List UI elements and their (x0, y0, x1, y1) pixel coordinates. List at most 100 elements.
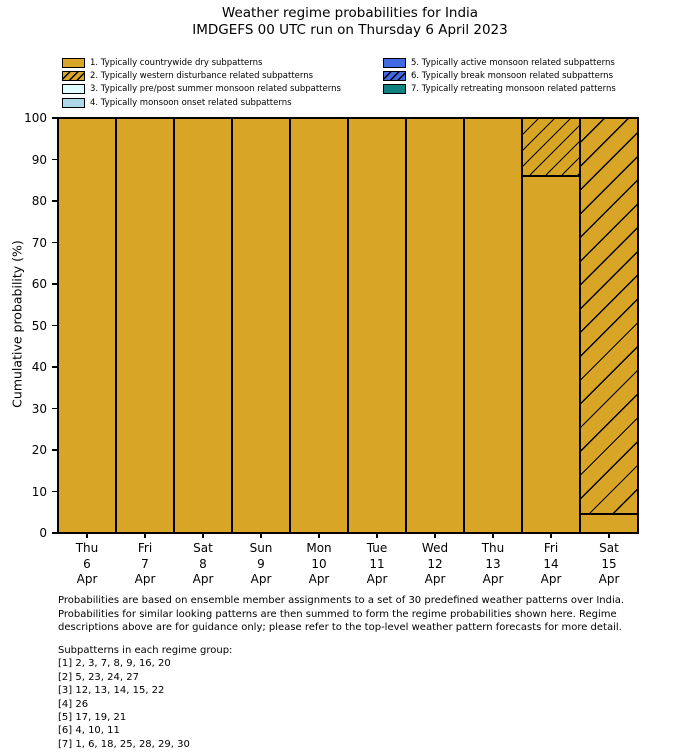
y-tick-label: 20 (31, 443, 47, 457)
y-tick-label: 40 (31, 360, 47, 374)
footnote-line: Probabilities are based on ensemble memb… (58, 595, 625, 606)
x-tick-label: Thu 6 Apr (75, 541, 99, 586)
subpattern-group-line: [4] 26 (58, 698, 89, 710)
x-tick-label: Fri 7 Apr (134, 541, 156, 586)
legend-item-label: 3. Typically pre/post summer monsoon rel… (90, 84, 341, 95)
legend-column-left: 1. Typically countrywide dry subpatterns… (62, 56, 341, 109)
bar-segment (116, 118, 174, 533)
y-tick-mark (52, 241, 58, 244)
y-tick-label: 90 (31, 152, 47, 167)
bar-thu-13-apr (464, 118, 522, 533)
legend-swatch (62, 57, 85, 68)
bar-segment (232, 118, 290, 533)
x-tick-mark (492, 533, 494, 538)
x-tick-mark (608, 533, 610, 538)
x-tick-label: Tue 11 Apr (366, 541, 388, 586)
footnote-line: descriptions above are for guidance only… (58, 622, 622, 634)
y-tick-mark (52, 283, 58, 285)
bars-container (58, 118, 638, 533)
bar-segment (464, 118, 522, 533)
bar-segment (522, 176, 580, 533)
bar-fri-14-apr (522, 118, 580, 533)
legend-item: 6. Typically break monsoon related subpa… (383, 69, 616, 82)
subpattern-group-line: [6] 4, 10, 11 (58, 725, 120, 737)
legend-item: 7. Typically retreating monsoon related … (383, 83, 616, 96)
y-tick-mark (52, 532, 58, 534)
bar-thu-6-apr (58, 118, 116, 533)
legend-swatch (383, 57, 406, 68)
bar-segment (58, 118, 116, 533)
y-tick-label: 80 (31, 194, 47, 208)
y-axis-label: Cumulative probability (%) (9, 240, 25, 408)
x-tick-label: Sat 15 Apr (598, 541, 620, 586)
x-tick-label: Fri 14 Apr (540, 541, 562, 586)
legend-swatch (383, 84, 406, 95)
x-tick-mark (144, 533, 146, 538)
y-tick-mark (52, 366, 58, 368)
y-tick-label: 50 (31, 318, 47, 333)
legend-swatch (62, 84, 85, 95)
chart-subtitle: IMDGEFS 00 UTC run on Thursday 6 April 2… (192, 22, 508, 38)
bar-tue-11-apr (348, 118, 406, 533)
bar-segment (174, 118, 232, 533)
y-tick-mark (52, 158, 58, 161)
legend-item-label: 6. Typically break monsoon related subpa… (411, 70, 613, 81)
legend-item-label: 2. Typically western disturbance related… (90, 70, 314, 81)
footnote-line: Probabilities for similar looking patter… (58, 608, 617, 620)
bar-fri-7-apr (116, 118, 174, 533)
bar-sat-8-apr (174, 118, 232, 533)
bar-segment (522, 118, 580, 177)
legend-item: 4. Typically monsoon onset related subpa… (62, 96, 341, 109)
bar-segment (580, 118, 638, 515)
y-tick-label: 30 (31, 401, 47, 416)
chart-title: Weather regime probabilities for India (221, 5, 479, 21)
x-tick-label: Sun 9 Apr (249, 541, 273, 586)
subpattern-group-line: [3] 12, 13, 14, 15, 22 (58, 685, 165, 697)
x-tick-mark (86, 533, 88, 538)
footnote: Probabilities are based on ensemble memb… (58, 594, 624, 635)
x-tick-mark (376, 533, 378, 538)
bar-mon-10-apr (290, 118, 348, 533)
legend-item-label: 7. Typically retreating monsoon related … (411, 84, 616, 95)
y-tick-label: 60 (31, 277, 47, 291)
legend-swatch-hatched (383, 70, 406, 81)
x-tick-label: Mon 10 Apr (306, 541, 332, 586)
legend-item: 2. Typically western disturbance related… (62, 69, 341, 82)
y-tick-label: 0 (39, 526, 47, 540)
legend-swatch-hatched (62, 70, 85, 81)
x-tick-mark (318, 533, 320, 538)
legend-item: 3. Typically pre/post summer monsoon rel… (62, 83, 341, 96)
bar-sun-9-apr (232, 118, 290, 533)
x-tick-mark (260, 533, 262, 538)
plot-area: 0 10 20 30 40 50 60 70 80 90 100 Thu 6 Apr Fri 7 Apr Sat 8… (24, 112, 639, 586)
bar-wed-12-apr (406, 118, 464, 533)
x-tick-mark (202, 533, 204, 538)
x-tick-label: Thu 13 Apr (481, 541, 505, 586)
y-tick-mark (52, 407, 58, 410)
x-tick-mark (434, 533, 436, 538)
bar-sat-15-apr (580, 118, 638, 533)
legend-item: 5. Typically active monsoon related subp… (383, 56, 616, 69)
legend-item-label: 1. Typically countrywide dry subpatterns (90, 57, 263, 68)
legend-item: 1. Typically countrywide dry subpatterns (62, 56, 341, 69)
legend-item-label: 5. Typically active monsoon related subp… (411, 57, 615, 68)
x-tick-label: Sat 8 Apr (192, 541, 214, 586)
bar-segment (406, 118, 464, 533)
subpattern-group-line: [5] 17, 19, 21 (58, 712, 127, 724)
y-tick-mark (52, 200, 58, 202)
y-tick-mark (52, 449, 58, 451)
subpattern-group-line: [1] 2, 3, 7, 8, 9, 16, 20 (58, 658, 171, 670)
y-tick-mark (52, 117, 58, 119)
y-tick-mark (52, 324, 58, 327)
x-tick-label: Wed 12 Apr (421, 541, 449, 586)
subpattern-group-line: [7] 1, 6, 18, 25, 28, 29, 30 (58, 738, 190, 750)
bar-segment (580, 514, 638, 533)
y-tick-label: 70 (31, 235, 47, 250)
legend-swatch (62, 97, 85, 108)
y-tick-label: 100 (24, 111, 47, 125)
legend-item-label: 4. Typically monsoon onset related subpa… (90, 97, 292, 108)
y-tick-mark (52, 490, 58, 493)
x-tick-mark (550, 533, 552, 538)
subpattern-group-line: [2] 5, 23, 24, 27 (58, 671, 139, 683)
